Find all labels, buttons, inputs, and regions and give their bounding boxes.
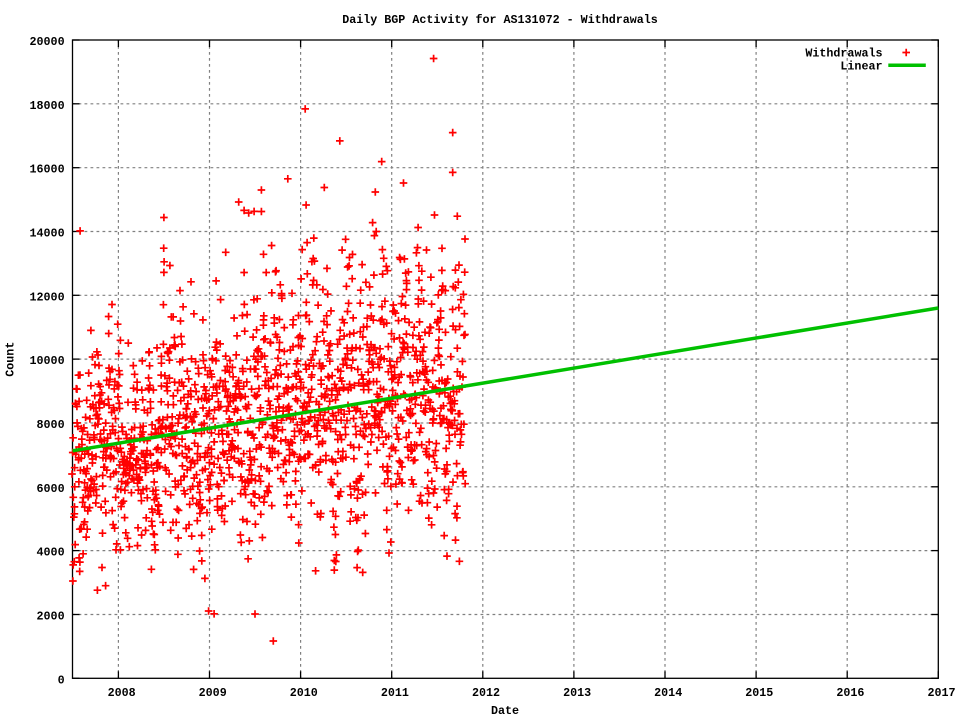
svg-text:2011: 2011 xyxy=(381,686,409,700)
svg-text:Date: Date xyxy=(491,704,519,718)
svg-text:2009: 2009 xyxy=(199,686,227,700)
svg-text:2010: 2010 xyxy=(290,686,318,700)
svg-text:18000: 18000 xyxy=(30,99,65,113)
svg-text:20000: 20000 xyxy=(30,35,65,49)
svg-text:14000: 14000 xyxy=(30,227,65,241)
svg-text:2012: 2012 xyxy=(472,686,500,700)
svg-text:6000: 6000 xyxy=(37,482,65,496)
svg-text:2000: 2000 xyxy=(37,610,65,624)
svg-text:4000: 4000 xyxy=(37,546,65,560)
svg-text:2016: 2016 xyxy=(836,686,864,700)
svg-text:Count: Count xyxy=(4,342,18,377)
svg-text:8000: 8000 xyxy=(37,418,65,432)
svg-text:Withdrawals: Withdrawals xyxy=(805,47,882,61)
svg-text:2014: 2014 xyxy=(654,686,682,700)
svg-text:10000: 10000 xyxy=(30,354,65,368)
svg-text:12000: 12000 xyxy=(30,290,65,304)
svg-text:2008: 2008 xyxy=(108,686,136,700)
svg-text:16000: 16000 xyxy=(30,163,65,177)
svg-text:0: 0 xyxy=(58,673,65,687)
svg-text:Daily BGP Activity for AS13107: Daily BGP Activity for AS131072 - Withdr… xyxy=(342,13,658,27)
svg-text:Linear: Linear xyxy=(840,59,882,73)
svg-text:2017: 2017 xyxy=(927,686,955,700)
svg-text:2013: 2013 xyxy=(563,686,591,700)
svg-text:2015: 2015 xyxy=(745,686,773,700)
